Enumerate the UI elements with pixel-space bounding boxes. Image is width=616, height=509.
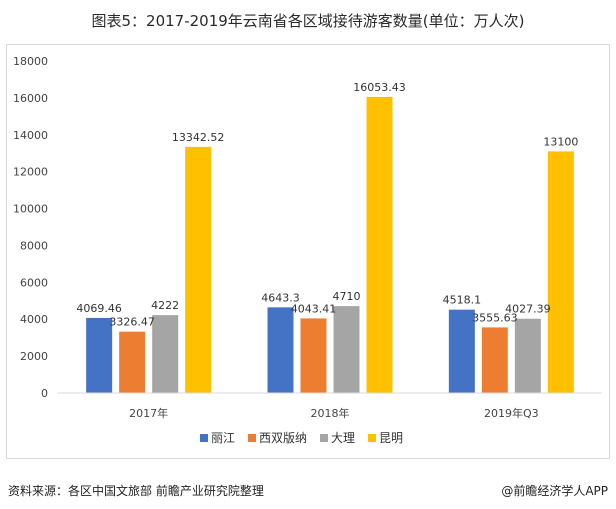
y-tick-label: 16000 (13, 92, 48, 105)
legend-label: 昆明 (379, 431, 403, 445)
y-axis: 0 2000 4000 6000 8000 10000 12000 14000 16000 180… (13, 55, 48, 400)
legend-swatch (368, 434, 376, 442)
legend: 丽江 西双版纳 大理 昆明 (200, 431, 403, 445)
y-tick-label: 8000 (20, 239, 48, 252)
x-axis: 2017年 2018年 2019年Q3 (58, 392, 602, 420)
bars-layer (86, 96, 574, 393)
bar-value-label: 4027.39 (505, 303, 551, 316)
bar-value-label: 4710 (333, 290, 361, 303)
source-note: 资料来源：各区中国文旅部 前瞻产业研究院整理 (8, 484, 264, 498)
bar (481, 327, 508, 393)
legend-swatch (320, 434, 328, 442)
y-tick-label: 0 (41, 387, 48, 400)
bar (333, 306, 360, 393)
bar-value-label: 4222 (151, 299, 179, 312)
chart-title: 图表5：2017-2019年云南省各区域接待游客数量(单位：万人次) (91, 12, 525, 30)
legend-swatch (248, 434, 256, 442)
x-tick-label: 2017年 (129, 406, 168, 420)
bar-value-label: 13342.52 (172, 131, 225, 144)
bar-value-label: 4643.3 (261, 291, 300, 304)
bar-value-label: 3555.63 (472, 311, 518, 324)
x-tick-label: 2019年Q3 (484, 406, 539, 420)
y-tick-label: 2000 (20, 350, 48, 363)
y-tick-label: 4000 (20, 313, 48, 326)
data-labels-layer: 4069.463326.47422213342.524643.34043.414… (76, 81, 578, 329)
bar-value-label: 3326.47 (109, 316, 155, 329)
legend-label: 大理 (331, 431, 355, 445)
bar (448, 309, 475, 393)
bar (547, 151, 574, 393)
bar (300, 318, 327, 393)
bar-value-label: 16053.43 (353, 81, 406, 94)
bar (514, 318, 541, 393)
chart-frame (6, 44, 610, 459)
bar-value-label: 13100 (543, 135, 578, 148)
bar-value-label: 4518.1 (443, 294, 482, 307)
legend-label: 西双版纳 (259, 431, 307, 445)
y-tick-label: 6000 (20, 276, 48, 289)
y-tick-label: 14000 (13, 129, 48, 142)
bar (86, 317, 113, 393)
bar (366, 96, 393, 393)
brand-credit: @前瞻经济学人APP (501, 484, 608, 498)
y-tick-label: 10000 (13, 203, 48, 216)
legend-swatch (200, 434, 208, 442)
y-tick-label: 12000 (13, 166, 48, 179)
legend-label: 丽江 (211, 431, 235, 445)
bar (119, 331, 146, 393)
bar-value-label: 4069.46 (76, 302, 122, 315)
x-tick-label: 2018年 (311, 406, 350, 420)
bar-value-label: 4043.41 (291, 302, 337, 315)
bar (185, 146, 212, 393)
y-tick-label: 18000 (13, 55, 48, 68)
bar (152, 315, 179, 393)
bar (267, 307, 294, 393)
